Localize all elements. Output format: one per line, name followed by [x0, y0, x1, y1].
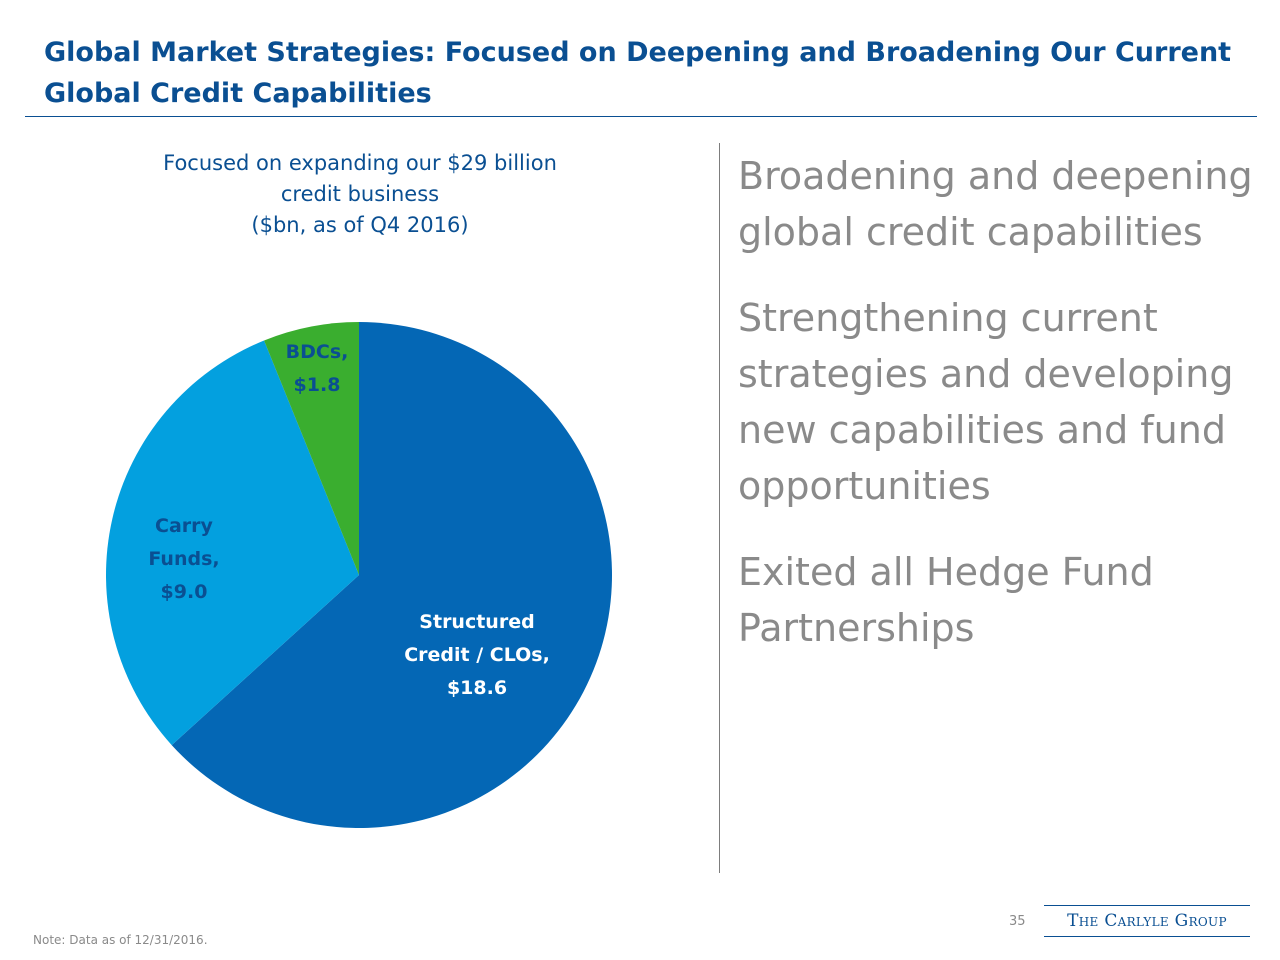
- pie-label-1-line-2: Credit / CLOs,: [404, 644, 550, 666]
- pie-label-1-line-3: $18.6: [447, 677, 507, 699]
- bullet-item-2: Strengthening current strategies and dev…: [738, 296, 1234, 508]
- bullet-list: Broadening and deepening global credit c…: [738, 148, 1268, 686]
- bullet-item-1: Broadening and deepening global credit c…: [738, 154, 1253, 254]
- pie-label-3: BDCs, $1.8: [286, 341, 349, 396]
- pie-slice-2: [106, 340, 359, 746]
- page-number: 35: [1009, 914, 1026, 929]
- pie-label-1-line-1: Structured: [419, 611, 534, 633]
- pie-label-2: Carry Funds, $9.0: [148, 515, 219, 603]
- pie-slice-3: [264, 322, 359, 575]
- logo-text: The Carlyle Group: [1067, 911, 1227, 931]
- pie-label-3-line-2: $1.8: [294, 374, 341, 396]
- pie-label-2-line-3: $9.0: [161, 581, 208, 603]
- page-title: Global Market Strategies: Focused on Dee…: [44, 37, 1232, 109]
- chart-caption-line-2: credit business: [280, 182, 440, 206]
- carlyle-logo: The Carlyle Group: [1044, 905, 1250, 937]
- chart-caption-line-1: Focused on expanding our $29 billion: [163, 151, 557, 175]
- bullet-item-3: Exited all Hedge Fund Partnerships: [738, 550, 1154, 650]
- chart-caption-line-3: ($bn, as of Q4 2016): [251, 213, 469, 237]
- title-rule: [25, 116, 1257, 117]
- pie-label-3-line-1: BDCs,: [286, 341, 349, 363]
- pie-label-2-line-1: Carry: [155, 515, 214, 537]
- pie-label-2-line-2: Funds,: [148, 548, 219, 570]
- vertical-divider: [719, 143, 720, 873]
- pie-label-1: Structured Credit / CLOs, $18.6: [404, 611, 550, 699]
- pie-chart: Structured Credit / CLOs, $18.6 Carry Funds,…: [106, 322, 613, 828]
- chart-caption: Focused on expanding our $29 billion cre…: [100, 148, 620, 241]
- pie-slice-1: [171, 322, 613, 828]
- footnote: Note: Data as of 12/31/2016.: [33, 933, 208, 947]
